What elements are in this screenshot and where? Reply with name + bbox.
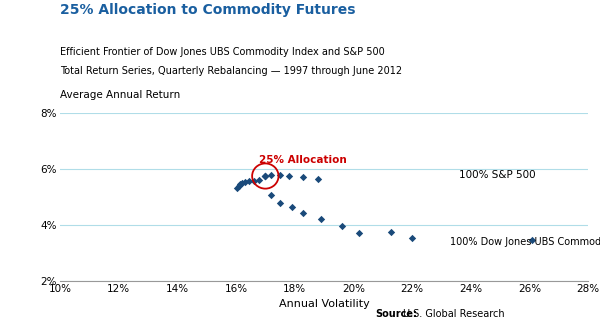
Point [275,172,285,178]
Text: 100% Dow Jones UBS Commodity Index: 100% Dow Jones UBS Commodity Index [450,237,600,247]
Text: 100% S&P 500: 100% S&P 500 [459,170,536,180]
Point [299,175,308,180]
Point [249,178,259,183]
Point [275,200,285,205]
Text: U.S. Global Research: U.S. Global Research [403,309,505,319]
Point [240,180,250,185]
Point [244,179,254,184]
Point [284,173,293,178]
X-axis label: Annual Volatility: Annual Volatility [278,299,370,309]
Text: 25% Allocation: 25% Allocation [259,155,347,165]
Point [260,173,270,179]
Point [233,185,242,190]
Point [407,235,417,240]
Text: 25% Allocation to Commodity Futures: 25% Allocation to Commodity Futures [60,3,355,17]
Point [527,238,537,243]
Point [266,172,276,177]
Point [254,178,264,183]
Point [299,210,308,215]
Point [266,192,276,197]
Text: Source:: Source: [375,309,417,319]
Point [287,204,296,209]
Text: Average Annual Return: Average Annual Return [60,90,180,100]
Point [237,181,247,186]
Text: Efficient Frontier of Dow Jones UBS Commodity Index and S&P 500: Efficient Frontier of Dow Jones UBS Comm… [60,47,385,57]
Point [316,217,326,222]
Point [337,224,346,229]
Point [313,176,323,182]
Point [386,229,396,234]
Text: Total Return Series, Quarterly Rebalancing — 1997 through June 2012: Total Return Series, Quarterly Rebalanci… [60,66,402,76]
Point [236,182,245,187]
Point [234,183,244,188]
Point [260,173,270,179]
Point [355,231,364,236]
